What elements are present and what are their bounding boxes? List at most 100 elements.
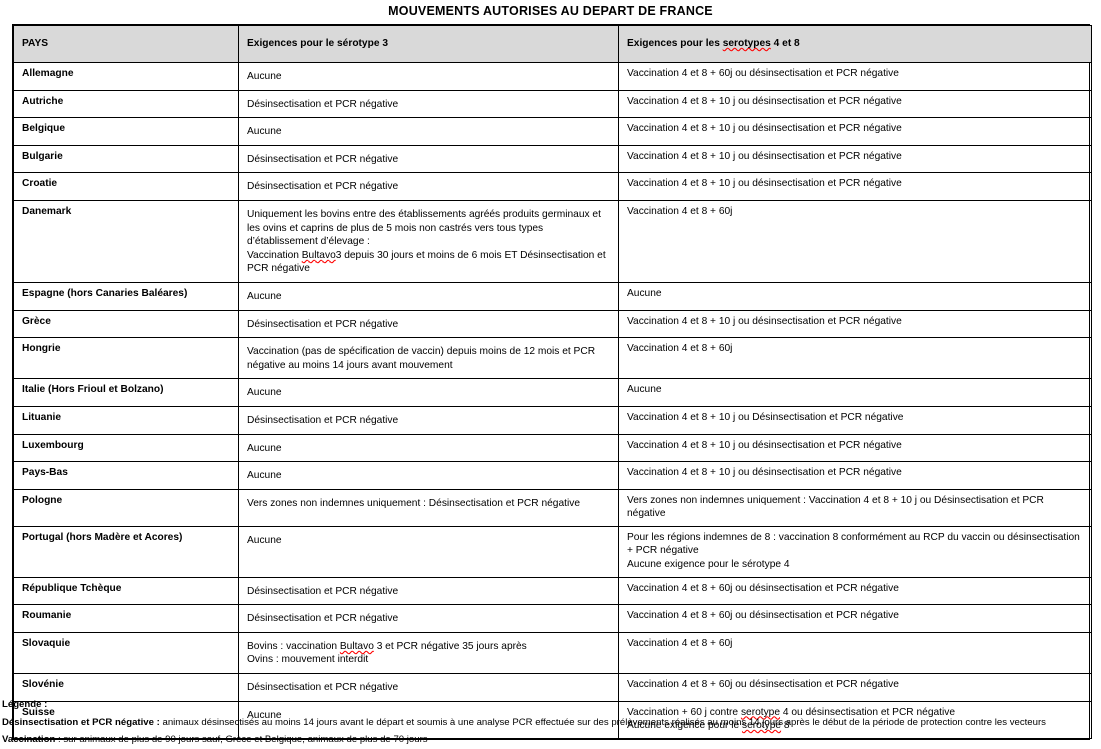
country-name: Slovénie bbox=[22, 679, 64, 691]
serotype-3-requirement-text: Aucune bbox=[247, 534, 282, 546]
cell-serotype-3-requirements: Désinsectisation et PCR négative bbox=[238, 89, 619, 119]
cell-serotype-3-requirements: Vaccination (pas de spécification de vac… bbox=[238, 337, 619, 380]
serotype-3-requirement-text: Bovins : vaccination Bultavo 3 et PCR né… bbox=[247, 640, 527, 666]
cell-country: Autriche bbox=[13, 89, 239, 119]
cell-country: République Tchèque bbox=[13, 576, 239, 606]
cell-country: Lituanie bbox=[13, 405, 239, 435]
table-body: PAYS Exigences pour le sérotype 3 Exigen… bbox=[13, 25, 1092, 739]
cell-serotype-4-8-requirements: Vaccination 4 et 8 + 10 j ou désinsectis… bbox=[618, 309, 1092, 339]
column-header-serotype-3: Exigences pour le sérotype 3 bbox=[238, 25, 619, 63]
legend-line-disinsectisation: Désinsectisation et PCR négative : anima… bbox=[2, 714, 1097, 732]
cell-country: Italie (Hors Frioul et Bolzano) bbox=[13, 378, 239, 407]
country-name: Roumanie bbox=[22, 610, 72, 622]
cell-serotype-4-8-requirements: Aucune bbox=[618, 378, 1092, 407]
column-header-serotype-4-8-label: Exigences pour les serotypes 4 et 8 bbox=[619, 37, 1091, 51]
legend-line-vaccination: Vaccination : sur animaux de plus de 90 … bbox=[2, 731, 1097, 749]
cell-serotype-4-8-requirements: Vaccination 4 et 8 + 10 j ou désinsectis… bbox=[618, 89, 1092, 119]
serotype-3-requirement-text: Vaccination (pas de spécification de vac… bbox=[247, 346, 596, 371]
spellcheck-misspelled-word: Bultavo bbox=[301, 249, 336, 261]
cell-serotype-4-8-requirements: Vaccination + 60 j contre serotype 4 ou … bbox=[618, 700, 1092, 739]
cell-serotype-3-requirements: Désinsectisation et PCR négative bbox=[238, 604, 619, 633]
serotype-4-8-requirement-text: Aucune bbox=[627, 384, 662, 396]
movements-table-container: PAYS Exigences pour le sérotype 3 Exigen… bbox=[12, 24, 1092, 740]
spellcheck-misspelled-word: Bultavo bbox=[339, 640, 374, 652]
country-name: Pays-Bas bbox=[22, 467, 68, 479]
cell-serotype-3-requirements: Aucune bbox=[238, 461, 619, 490]
serotype-3-requirement-text: Aucune bbox=[247, 126, 282, 138]
table-header-row: PAYS Exigences pour le sérotype 3 Exigen… bbox=[13, 25, 1092, 63]
serotype-3-requirement-text: Aucune bbox=[247, 442, 282, 454]
serotype-4-8-requirement-text: Vaccination 4 et 8 + 10 j ou désinsectis… bbox=[627, 123, 902, 135]
country-name: Danemark bbox=[22, 205, 72, 217]
cell-serotype-3-requirements: Aucune bbox=[238, 433, 619, 463]
column-header-serotype-4-8: Exigences pour les serotypes 4 et 8 bbox=[618, 25, 1092, 63]
cell-serotype-3-requirements: Désinsectisation et PCR négative bbox=[238, 144, 619, 174]
table-row: Slovaquie Bovins : vaccination Bultavo 3 … bbox=[13, 631, 1092, 675]
table-row: Pays-Bas Aucune Vaccination 4 et 8 + 10 j … bbox=[13, 461, 1092, 490]
cell-country: Portugal (hors Madère et Acores) bbox=[13, 525, 239, 578]
cell-serotype-4-8-requirements: Pour les régions indemnes de 8 : vaccina… bbox=[618, 525, 1092, 578]
country-name: Suisse bbox=[22, 706, 55, 718]
cell-serotype-3-requirements: Aucune bbox=[238, 117, 619, 146]
table-row: Portugal (hors Madère et Acores) Aucune Po… bbox=[13, 525, 1092, 578]
country-name: République Tchèque bbox=[22, 582, 122, 594]
legend-term-vaccination: Vaccination bbox=[2, 734, 56, 745]
country-name: Luxembourg bbox=[22, 439, 84, 451]
cell-serotype-4-8-requirements: Vaccination 4 et 8 + 10 j ou désinsectis… bbox=[618, 461, 1092, 490]
legend: Légende : Désinsectisation et PCR négati… bbox=[2, 696, 1097, 749]
serotype-4-8-requirement-text: Vaccination 4 et 8 + 60j ou désinsectisa… bbox=[627, 610, 899, 622]
country-name: Autriche bbox=[22, 95, 64, 107]
cell-serotype-3-requirements: Désinsectisation et PCR négative bbox=[238, 576, 619, 606]
cell-country: Slovaquie bbox=[13, 631, 239, 675]
serotype-3-requirement-text: Désinsectisation et PCR négative bbox=[247, 181, 399, 193]
serotype-3-requirement-text: Aucune bbox=[247, 709, 282, 721]
serotype-3-requirement-text: Désinsectisation et PCR négative bbox=[247, 318, 399, 330]
cell-country: Hongrie bbox=[13, 337, 239, 380]
serotype-3-requirement-text: Aucune bbox=[247, 71, 282, 82]
serotype-3-requirement-text: Aucune bbox=[247, 387, 282, 399]
cell-country: Croatie bbox=[13, 172, 239, 201]
country-name: Belgique bbox=[22, 123, 66, 135]
page-title: MOUVEMENTS AUTORISES AU DEPART DE FRANCE bbox=[388, 4, 713, 18]
cell-country: Allemagne bbox=[13, 62, 239, 91]
table-row: Roumanie Désinsectisation et PCR négative… bbox=[13, 604, 1092, 633]
serotype-4-8-requirement-text: Vaccination 4 et 8 + 60j bbox=[627, 205, 733, 217]
serotype-4-8-requirement-text: Vaccination 4 et 8 + 60j bbox=[627, 343, 733, 355]
cell-serotype-4-8-requirements: Vaccination 4 et 8 + 60j ou désinsectisa… bbox=[618, 604, 1092, 633]
serotype-3-requirement-text: Désinsectisation et PCR négative bbox=[247, 98, 399, 110]
serotype-3-requirement-text: Désinsectisation et PCR négative bbox=[247, 682, 399, 694]
table-row: République Tchèque Désinsectisation et PC… bbox=[13, 576, 1092, 606]
table-row: Suisse Aucune Vaccination + 60 j contre se… bbox=[13, 700, 1092, 739]
cell-serotype-3-requirements: Désinsectisation et PCR négative bbox=[238, 309, 619, 339]
legend-definition-disinsectisation: animaux désinsectisés au moins 14 jours … bbox=[159, 716, 1046, 728]
cell-serotype-4-8-requirements: Vaccination 4 et 8 + 10 j ou Désinsectis… bbox=[618, 405, 1092, 435]
cell-serotype-4-8-requirements: Vaccination 4 et 8 + 60j ou désinsectisa… bbox=[618, 62, 1092, 91]
table-row: Danemark Uniquement les bovins entre des … bbox=[13, 199, 1092, 283]
serotype-4-8-requirement-text: Vaccination 4 et 8 + 60j bbox=[627, 637, 733, 649]
serotype-4-8-requirement-text: Vaccination 4 et 8 + 60j ou désinsectisa… bbox=[627, 582, 899, 594]
table-row: Bulgarie Désinsectisation et PCR négative… bbox=[13, 144, 1092, 174]
cell-serotype-3-requirements: Aucune bbox=[238, 700, 619, 739]
cell-country: Pays-Bas bbox=[13, 461, 239, 490]
country-name: Hongrie bbox=[22, 343, 61, 355]
cell-serotype-3-requirements: Désinsectisation et PCR négative bbox=[238, 172, 619, 201]
cell-serotype-4-8-requirements: Vaccination 4 et 8 + 10 j ou désinsectis… bbox=[618, 172, 1092, 201]
country-name: Portugal (hors Madère et Acores) bbox=[22, 531, 183, 543]
cell-serotype-4-8-requirements: Vaccination 4 et 8 + 10 j ou désinsectis… bbox=[618, 117, 1092, 146]
country-name: Bulgarie bbox=[22, 150, 63, 162]
serotype-4-8-requirement-text: Vaccination + 60 j contre serotype 4 ou … bbox=[627, 706, 956, 732]
table-row: Pologne Vers zones non indemnes uniquemen… bbox=[13, 488, 1092, 527]
legend-heading-label: Légende : bbox=[2, 699, 48, 710]
legend-term-disinsectisation: Désinsectisation et PCR négative : bbox=[2, 716, 160, 728]
serotype-3-requirement-text: Désinsectisation et PCR négative bbox=[247, 613, 399, 625]
cell-serotype-3-requirements: Aucune bbox=[238, 62, 619, 91]
serotype-3-requirement-text: Vers zones non indemnes uniquement : Dés… bbox=[247, 497, 580, 509]
cell-country: Roumanie bbox=[13, 604, 239, 633]
table-row: Espagne (hors Canaries Baléares) Aucune Au… bbox=[13, 281, 1092, 311]
cell-serotype-3-requirements: Aucune bbox=[238, 281, 619, 311]
table-row: Grèce Désinsectisation et PCR négative Vac… bbox=[13, 309, 1092, 339]
country-name: Croatie bbox=[22, 178, 58, 190]
spellcheck-misspelled-word: serotype bbox=[740, 706, 781, 718]
spellcheck-misspelled-word: serotypes bbox=[722, 38, 771, 50]
cell-serotype-3-requirements: Uniquement les bovins entre des établiss… bbox=[238, 199, 619, 283]
